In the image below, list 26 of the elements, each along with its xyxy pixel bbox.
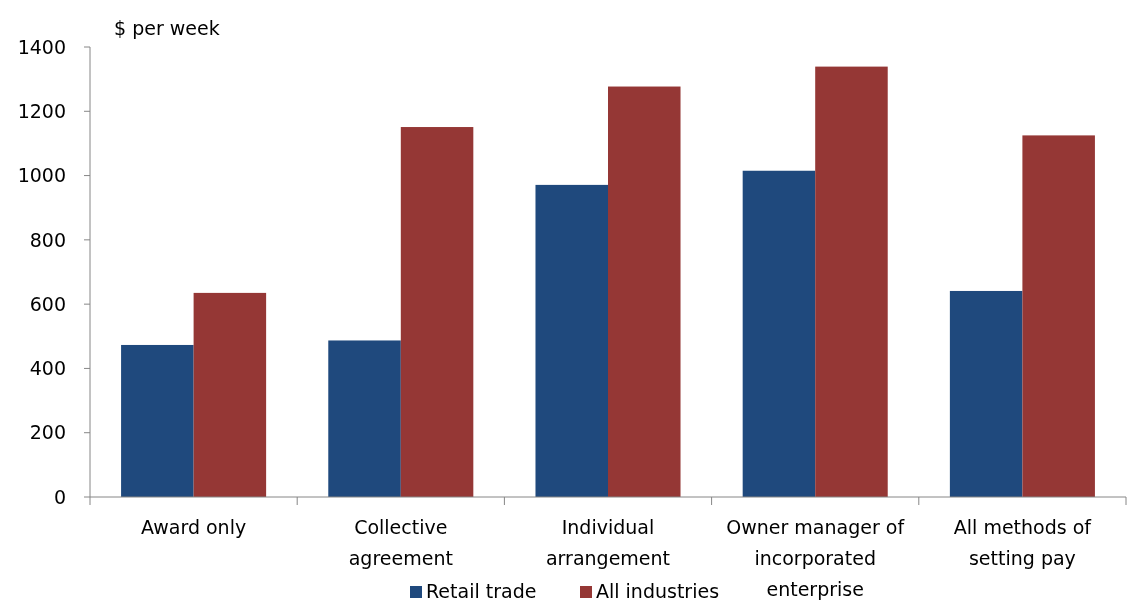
- legend-label: All industries: [596, 580, 720, 602]
- bar: [328, 340, 401, 497]
- bar: [535, 184, 608, 497]
- bar: [121, 344, 194, 497]
- bar: [949, 290, 1023, 497]
- x-tick-label: All methods of setting pay: [953, 516, 1093, 569]
- legend-label: Retail trade: [426, 580, 537, 602]
- x-tick-label: Collective agreement: [348, 516, 453, 569]
- bar: [400, 127, 474, 497]
- y-tick-label: 1400: [17, 35, 66, 58]
- y-tick-label: 1200: [17, 99, 66, 122]
- x-tick-label: Owner manager of incorporated enterprise: [726, 516, 906, 600]
- bar: [815, 66, 888, 497]
- y-tick-label: 800: [29, 228, 66, 251]
- y-axis-title: $ per week: [114, 17, 220, 39]
- y-tick-label: 200: [29, 421, 66, 444]
- bar: [742, 170, 816, 497]
- y-tick-label: 0: [53, 485, 66, 508]
- x-tick-label: Individual arrangement: [545, 516, 671, 569]
- y-tick-label: 1000: [17, 164, 66, 187]
- y-tick-label: 600: [29, 292, 66, 315]
- bar: [1022, 135, 1095, 497]
- x-tick-label: Award only: [141, 516, 247, 538]
- y-tick-label: 400: [29, 357, 66, 380]
- bar: [608, 86, 681, 497]
- bar: [193, 292, 267, 497]
